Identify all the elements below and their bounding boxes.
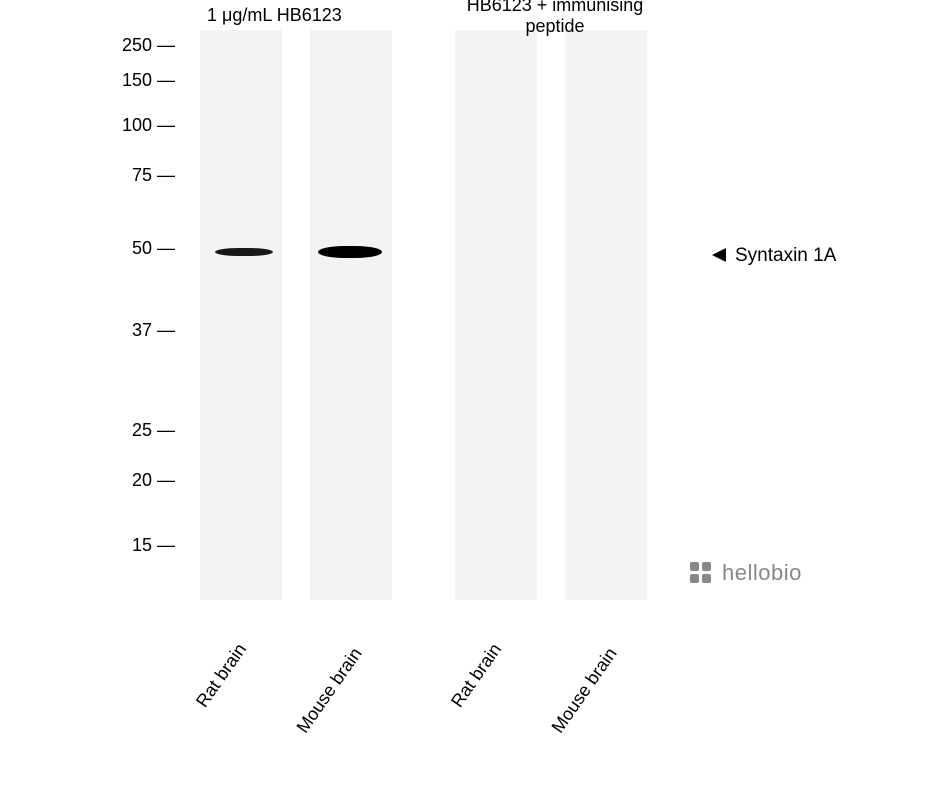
mw-marker: 150 — (95, 70, 175, 91)
mw-marker: 250 — (95, 35, 175, 56)
mw-marker: 100 — (95, 115, 175, 136)
blot-lane (310, 30, 392, 600)
band (215, 248, 273, 256)
watermark-dots-icon (690, 560, 716, 586)
lane-label: Mouse brain (293, 644, 367, 737)
arrow-label: Syntaxin 1A (735, 245, 836, 267)
mw-marker: 25 — (95, 420, 175, 441)
mw-marker: 50 — (95, 238, 175, 259)
condition-header: 1 μg/mL HB6123 (207, 5, 342, 26)
lane-label: Mouse brain (548, 644, 622, 737)
blot-lane (565, 30, 647, 600)
blot-figure: 250 — 150 — 100 — 75 — 50 — 37 — 25 — 20… (0, 0, 950, 800)
mw-marker: 20 — (95, 470, 175, 491)
watermark: hellobio (690, 560, 802, 586)
lane-label: Rat brain (447, 640, 506, 712)
condition-header-line: HB6123 + immunising peptide (455, 0, 655, 36)
mw-marker: 15 — (95, 535, 175, 556)
lane-label: Rat brain (192, 640, 251, 712)
mw-marker: 37 — (95, 320, 175, 341)
mw-marker: 75 — (95, 165, 175, 186)
blot-lane (200, 30, 282, 600)
arrow-head-icon (712, 248, 726, 262)
blot-lane (455, 30, 537, 600)
band (318, 246, 382, 258)
condition-header: HB6123 + immunising peptide (455, 0, 655, 36)
watermark-text: hellobio (722, 560, 802, 586)
